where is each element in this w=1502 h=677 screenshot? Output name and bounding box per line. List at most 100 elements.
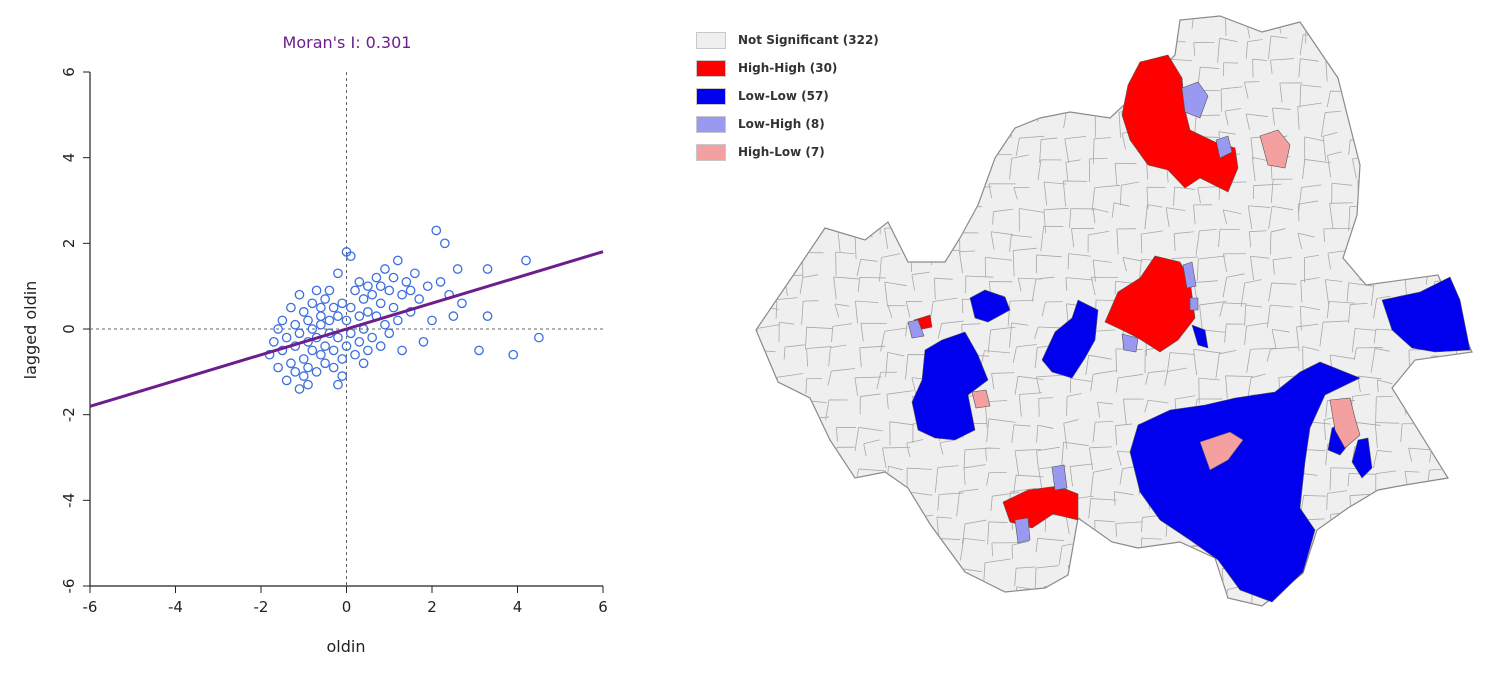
district-boundary	[906, 32, 933, 49]
district-boundary	[959, 537, 986, 561]
district-boundary	[1376, 87, 1399, 112]
district-boundary	[940, 111, 964, 138]
district-boundary	[1408, 176, 1436, 194]
moran-scatter-panel: Moran's I: 0.301 -6 -4 -2 0 2 4 6 -6 -4 -2 0 2 4 6 ol…	[0, 0, 660, 673]
district-boundary	[932, 586, 948, 606]
scatter-point	[294, 289, 305, 300]
district-boundary	[756, 402, 777, 426]
district-boundary	[1370, 348, 1390, 373]
district-boundary	[776, 181, 798, 196]
low-low-region-1	[969, 289, 1011, 323]
district-boundary	[1372, 59, 1398, 87]
district-boundary	[756, 490, 773, 508]
district-boundary	[1356, 34, 1383, 58]
district-boundary	[984, 256, 1012, 277]
district-boundary	[1427, 61, 1444, 85]
district-boundary	[756, 590, 775, 606]
scatter-point	[345, 251, 356, 262]
district-boundary	[1043, 181, 1067, 206]
district-boundary	[1453, 131, 1472, 151]
district-boundary	[833, 472, 852, 497]
district-boundary	[934, 465, 959, 493]
district-boundary	[1065, 159, 1081, 182]
district-boundary	[1266, 304, 1294, 328]
district-boundary	[960, 110, 982, 128]
scatter-point	[320, 358, 330, 369]
district-boundary	[1019, 16, 1040, 25]
district-boundary	[929, 233, 954, 250]
district-boundary	[1426, 522, 1450, 536]
district-boundary	[1040, 225, 1064, 252]
district-boundary	[959, 84, 980, 112]
district-boundary	[986, 82, 1005, 103]
district-boundary	[1062, 180, 1088, 207]
district-boundary	[1087, 230, 1110, 253]
district-boundary	[1061, 441, 1089, 467]
district-boundary	[1144, 204, 1163, 230]
district-boundary	[1033, 81, 1059, 98]
district-boundary	[825, 399, 848, 421]
scatter-point	[273, 362, 283, 373]
district-boundary	[1298, 58, 1319, 78]
district-boundary	[858, 592, 877, 606]
district-boundary	[834, 203, 856, 231]
scatter-point	[315, 302, 326, 313]
district-boundary	[1402, 88, 1432, 104]
district-boundary	[1087, 539, 1110, 561]
district-boundary	[1302, 566, 1320, 583]
district-boundary	[1408, 447, 1433, 462]
scatter-point	[333, 268, 343, 279]
district-boundary	[882, 446, 911, 469]
scatter-point	[350, 349, 360, 360]
district-boundary	[1375, 396, 1393, 422]
x-tick-label: -2	[254, 598, 269, 616]
district-boundary	[986, 471, 1007, 486]
legend-label-high-low: High-Low (7)	[738, 145, 825, 159]
scatter-point	[397, 345, 407, 356]
district-boundary	[986, 594, 1014, 606]
district-boundary	[758, 417, 774, 443]
district-boundary	[778, 321, 795, 343]
district-boundary	[1400, 595, 1426, 606]
district-boundary	[860, 322, 887, 342]
district-boundary	[782, 594, 804, 606]
scatter-point	[508, 349, 519, 360]
district-boundary	[1115, 373, 1144, 393]
district-boundary	[1009, 234, 1033, 252]
legend-swatch-low-low	[696, 87, 726, 105]
district-boundary	[1173, 231, 1194, 251]
scatter-point	[392, 255, 403, 266]
district-boundary	[1430, 158, 1460, 176]
district-boundary	[776, 395, 804, 418]
low-low-region-small-2	[1351, 437, 1373, 479]
district-boundary	[941, 88, 965, 109]
district-boundary	[913, 203, 943, 224]
cluster-legend: Not Significant (322) High-High (30) Low…	[696, 26, 879, 166]
district-boundary	[1382, 161, 1406, 182]
x-tick-label: 0	[342, 598, 352, 616]
district-boundary	[780, 496, 802, 520]
scatter-point	[375, 298, 386, 309]
scatter-point	[380, 319, 390, 330]
district-boundary	[985, 447, 1001, 461]
district-boundary	[801, 300, 819, 325]
district-boundary	[1245, 39, 1263, 59]
scatter-point	[431, 225, 442, 236]
district-boundary	[1198, 377, 1220, 404]
district-boundary	[1379, 204, 1403, 227]
district-boundary	[1068, 84, 1090, 104]
district-boundary	[1193, 41, 1215, 56]
scatter-point	[439, 238, 450, 249]
scatter-point	[277, 315, 288, 326]
district-boundary	[907, 130, 929, 155]
district-boundary	[1456, 275, 1472, 297]
district-boundary	[1011, 540, 1030, 559]
district-boundary	[966, 33, 995, 55]
district-boundary	[1123, 398, 1144, 425]
district-boundary	[1115, 34, 1140, 54]
district-boundary	[1425, 371, 1443, 398]
district-boundary	[857, 277, 886, 292]
district-boundary	[963, 464, 986, 485]
scatter-point	[384, 328, 395, 339]
district-boundary	[1480, 254, 1498, 279]
